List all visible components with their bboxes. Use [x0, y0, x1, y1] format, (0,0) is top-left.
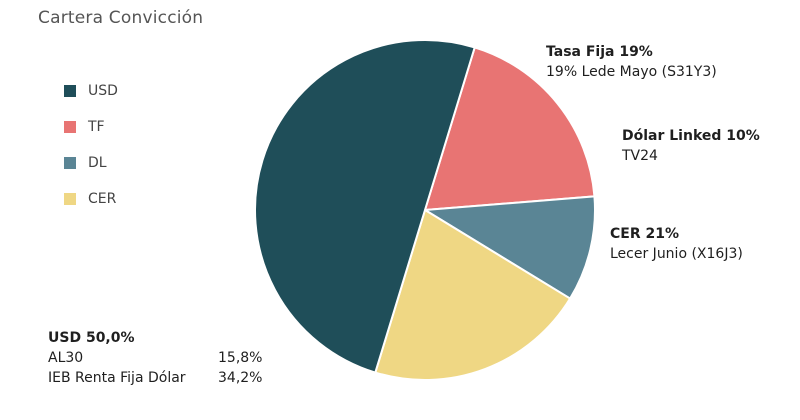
legend-label-cer: CER: [88, 191, 117, 207]
legend-swatch-cer: [64, 193, 76, 205]
legend-label-tf: TF: [88, 119, 105, 135]
annotation-cer: CER 21% Lecer Junio (X16J3): [610, 224, 743, 264]
pie-slice-dl: [421, 195, 596, 300]
pie-slice-cer: [374, 208, 572, 381]
annotation-dl-head: Dólar Linked 10%: [622, 128, 760, 144]
annotation-usd: USD 50,0% AL30 15,8% IEB Renta Fija Dóla…: [48, 328, 278, 388]
annotation-dl-detail: TV24: [622, 148, 658, 164]
pie-slice-usd: [254, 39, 476, 374]
annotation-tf-head: Tasa Fija 19%: [546, 44, 653, 60]
legend-label-dl: DL: [88, 155, 107, 171]
legend-item-usd: USD: [64, 80, 174, 102]
legend-swatch-tf: [64, 121, 76, 133]
legend-item-dl: DL: [64, 152, 174, 174]
annotation-usd-row-name: IEB Renta Fija Dólar: [48, 370, 186, 386]
annotation-usd-row-name: AL30: [48, 350, 84, 366]
annotation-usd-head: USD 50,0%: [48, 330, 135, 346]
pie-slice-tf: [423, 46, 596, 212]
legend-swatch-dl: [64, 157, 76, 169]
chart-legend: USD TF DL CER: [64, 80, 174, 224]
legend-label-usd: USD: [88, 83, 118, 99]
chart-title: Cartera Convicción: [38, 8, 204, 28]
annotation-usd-row: IEB Renta Fija Dólar 34,2%: [48, 368, 278, 388]
annotation-dl: Dólar Linked 10% TV24: [622, 126, 760, 166]
annotation-cer-detail: Lecer Junio (X16J3): [610, 246, 743, 262]
legend-swatch-usd: [64, 85, 76, 97]
annotation-tf: Tasa Fija 19% 19% Lede Mayo (S31Y3): [546, 42, 717, 82]
pie-slices: [254, 39, 596, 381]
legend-item-cer: CER: [64, 188, 174, 210]
annotation-usd-row-pct: 15,8%: [218, 350, 263, 366]
annotation-tf-detail: 19% Lede Mayo (S31Y3): [546, 64, 717, 80]
annotation-cer-head: CER 21%: [610, 226, 680, 242]
legend-item-tf: TF: [64, 116, 174, 138]
annotation-usd-row: AL30 15,8%: [48, 348, 278, 368]
annotation-usd-row-pct: 34,2%: [218, 370, 263, 386]
